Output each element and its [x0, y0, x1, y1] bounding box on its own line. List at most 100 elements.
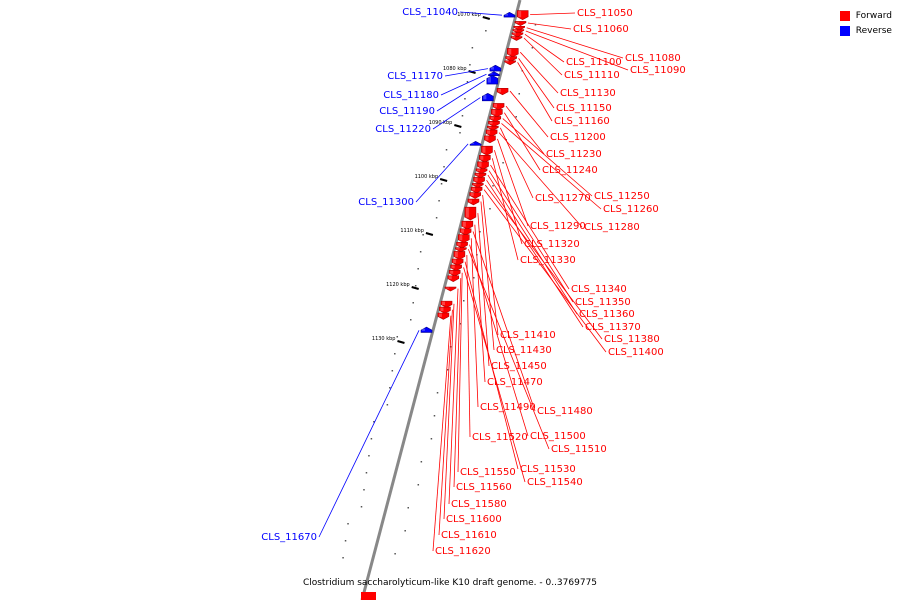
gene-label[interactable]: CLS_11300 — [358, 197, 414, 208]
gene-label[interactable]: CLS_11350 — [575, 297, 631, 308]
gene-label[interactable]: CLS_11500 — [530, 431, 586, 442]
gene-arrow[interactable] — [503, 11, 516, 18]
gene-label[interactable]: CLS_11430 — [496, 345, 552, 356]
gene-label[interactable]: CLS_11620 — [435, 546, 491, 557]
gene-label[interactable]: CLS_11670 — [261, 532, 317, 543]
gene-arrow[interactable] — [456, 241, 468, 249]
gene-label[interactable]: CLS_11180 — [383, 90, 439, 101]
gene-label[interactable]: CLS_11280 — [584, 222, 640, 233]
gene-arrow[interactable] — [471, 183, 484, 188]
gene-label[interactable]: CLS_11170 — [387, 71, 443, 82]
gene-label[interactable]: CLS_11450 — [491, 361, 547, 372]
gene-label[interactable]: CLS_11290 — [530, 221, 586, 232]
gene-arrow[interactable] — [514, 21, 527, 26]
gene-arrow[interactable] — [469, 141, 482, 146]
gene-arrow[interactable] — [448, 270, 461, 277]
gene-label[interactable]: CLS_11220 — [375, 124, 431, 135]
gene-arrow[interactable] — [487, 125, 499, 131]
gene-label[interactable]: CLS_11150 — [556, 103, 612, 114]
gene-arrow[interactable] — [482, 92, 494, 102]
gene-arrow[interactable] — [512, 29, 525, 34]
gene-label[interactable]: CLS_11040 — [402, 7, 458, 18]
gene-label[interactable]: CLS_11550 — [460, 467, 516, 478]
gene-arrow[interactable] — [474, 172, 487, 179]
gene-leader-line — [466, 254, 471, 438]
gene-arrow[interactable] — [450, 264, 462, 272]
gene-arrow[interactable] — [488, 71, 500, 76]
gene-arrow[interactable] — [485, 129, 498, 137]
gene-arrow[interactable] — [511, 32, 524, 38]
gene-arrow[interactable] — [453, 251, 466, 260]
gene-label[interactable]: CLS_11610 — [441, 530, 497, 541]
gene-arrow[interactable] — [496, 88, 509, 96]
gene-arrow[interactable] — [451, 258, 464, 266]
gene-label[interactable]: CLS_11380 — [604, 334, 660, 345]
gene-label[interactable]: CLS_11200 — [550, 132, 606, 143]
gene-label[interactable]: CLS_11090 — [630, 65, 686, 76]
gene-label[interactable]: CLS_11080 — [625, 53, 681, 64]
gene-label[interactable]: CLS_11360 — [579, 309, 635, 320]
gene-arrow[interactable] — [481, 145, 493, 156]
gene-label[interactable]: CLS_11410 — [500, 330, 556, 341]
gene-label[interactable]: CLS_11260 — [603, 204, 659, 215]
gene-arrow[interactable] — [510, 36, 523, 41]
gene-label[interactable]: CLS_11540 — [527, 477, 583, 488]
gene-arrow[interactable] — [440, 300, 453, 308]
gene-label[interactable]: CLS_11400 — [608, 347, 664, 358]
gene-label[interactable]: CLS_11270 — [535, 193, 591, 204]
gene-label[interactable]: CLS_11320 — [524, 239, 580, 250]
gene-label[interactable]: CLS_11560 — [456, 482, 512, 493]
tick-label: 1130 kbp — [372, 336, 396, 342]
gene-arrow[interactable] — [513, 25, 525, 31]
gene-arrow[interactable] — [439, 306, 451, 314]
gene-arrow[interactable] — [477, 161, 489, 170]
gene-arrow[interactable] — [491, 109, 503, 118]
gene-label[interactable]: CLS_11600 — [446, 514, 502, 525]
gene-arrow[interactable] — [516, 10, 529, 21]
gene-label[interactable]: CLS_11160 — [554, 116, 610, 127]
gene-label[interactable]: CLS_11340 — [571, 284, 627, 295]
gene-arrow[interactable] — [484, 135, 496, 144]
gene-arrow[interactable] — [475, 168, 488, 174]
gene-label[interactable]: CLS_11060 — [573, 24, 629, 35]
gene-arrow[interactable] — [470, 186, 483, 194]
gene-arrow[interactable] — [447, 275, 460, 282]
gene-arrow[interactable] — [464, 206, 477, 221]
gene-label[interactable]: CLS_11520 — [472, 432, 528, 443]
gene-arrow[interactable] — [457, 234, 470, 244]
gene-arrow[interactable] — [420, 326, 433, 333]
gene-label[interactable]: CLS_11580 — [451, 499, 507, 510]
gene-arrow[interactable] — [492, 103, 505, 111]
gene-arrow[interactable] — [467, 198, 480, 206]
gene-arrow[interactable] — [444, 286, 457, 292]
gene-arrow[interactable] — [473, 177, 485, 185]
gene-arrow[interactable] — [488, 121, 500, 127]
gene-arrow[interactable] — [461, 220, 474, 230]
gene-label[interactable]: CLS_11480 — [537, 406, 593, 417]
gene-arrow[interactable] — [437, 312, 450, 320]
gene-label[interactable]: CLS_11530 — [520, 464, 576, 475]
gene-label[interactable]: CLS_11110 — [564, 70, 620, 81]
gene-arrow[interactable] — [459, 228, 472, 236]
gene-label[interactable]: CLS_11490 — [480, 402, 536, 413]
gene-arrow[interactable] — [455, 247, 467, 253]
gene-label[interactable]: CLS_11470 — [487, 377, 543, 388]
gene-label[interactable]: CLS_11510 — [551, 444, 607, 455]
gene-label[interactable]: CLS_11190 — [379, 106, 435, 117]
gene-arrow[interactable] — [504, 60, 516, 66]
gene-arrow[interactable] — [486, 75, 499, 85]
gene-label[interactable]: CLS_11100 — [566, 57, 622, 68]
gene-label[interactable]: CLS_11370 — [585, 322, 641, 333]
gene-arrow[interactable] — [489, 116, 502, 123]
gene-arrow[interactable] — [469, 192, 481, 199]
gene-arrow[interactable] — [506, 48, 519, 58]
gene-label[interactable]: CLS_11130 — [560, 88, 616, 99]
gene-arrow[interactable] — [489, 64, 502, 72]
gene-arrow[interactable] — [505, 56, 517, 62]
gene-label[interactable]: CLS_11050 — [577, 8, 633, 19]
gene-label[interactable]: CLS_11330 — [520, 255, 576, 266]
gene-label[interactable]: CLS_11230 — [546, 149, 602, 160]
gene-label[interactable]: CLS_11240 — [542, 165, 598, 176]
gene-label[interactable]: CLS_11250 — [594, 191, 650, 202]
gene-arrow[interactable] — [479, 155, 491, 163]
